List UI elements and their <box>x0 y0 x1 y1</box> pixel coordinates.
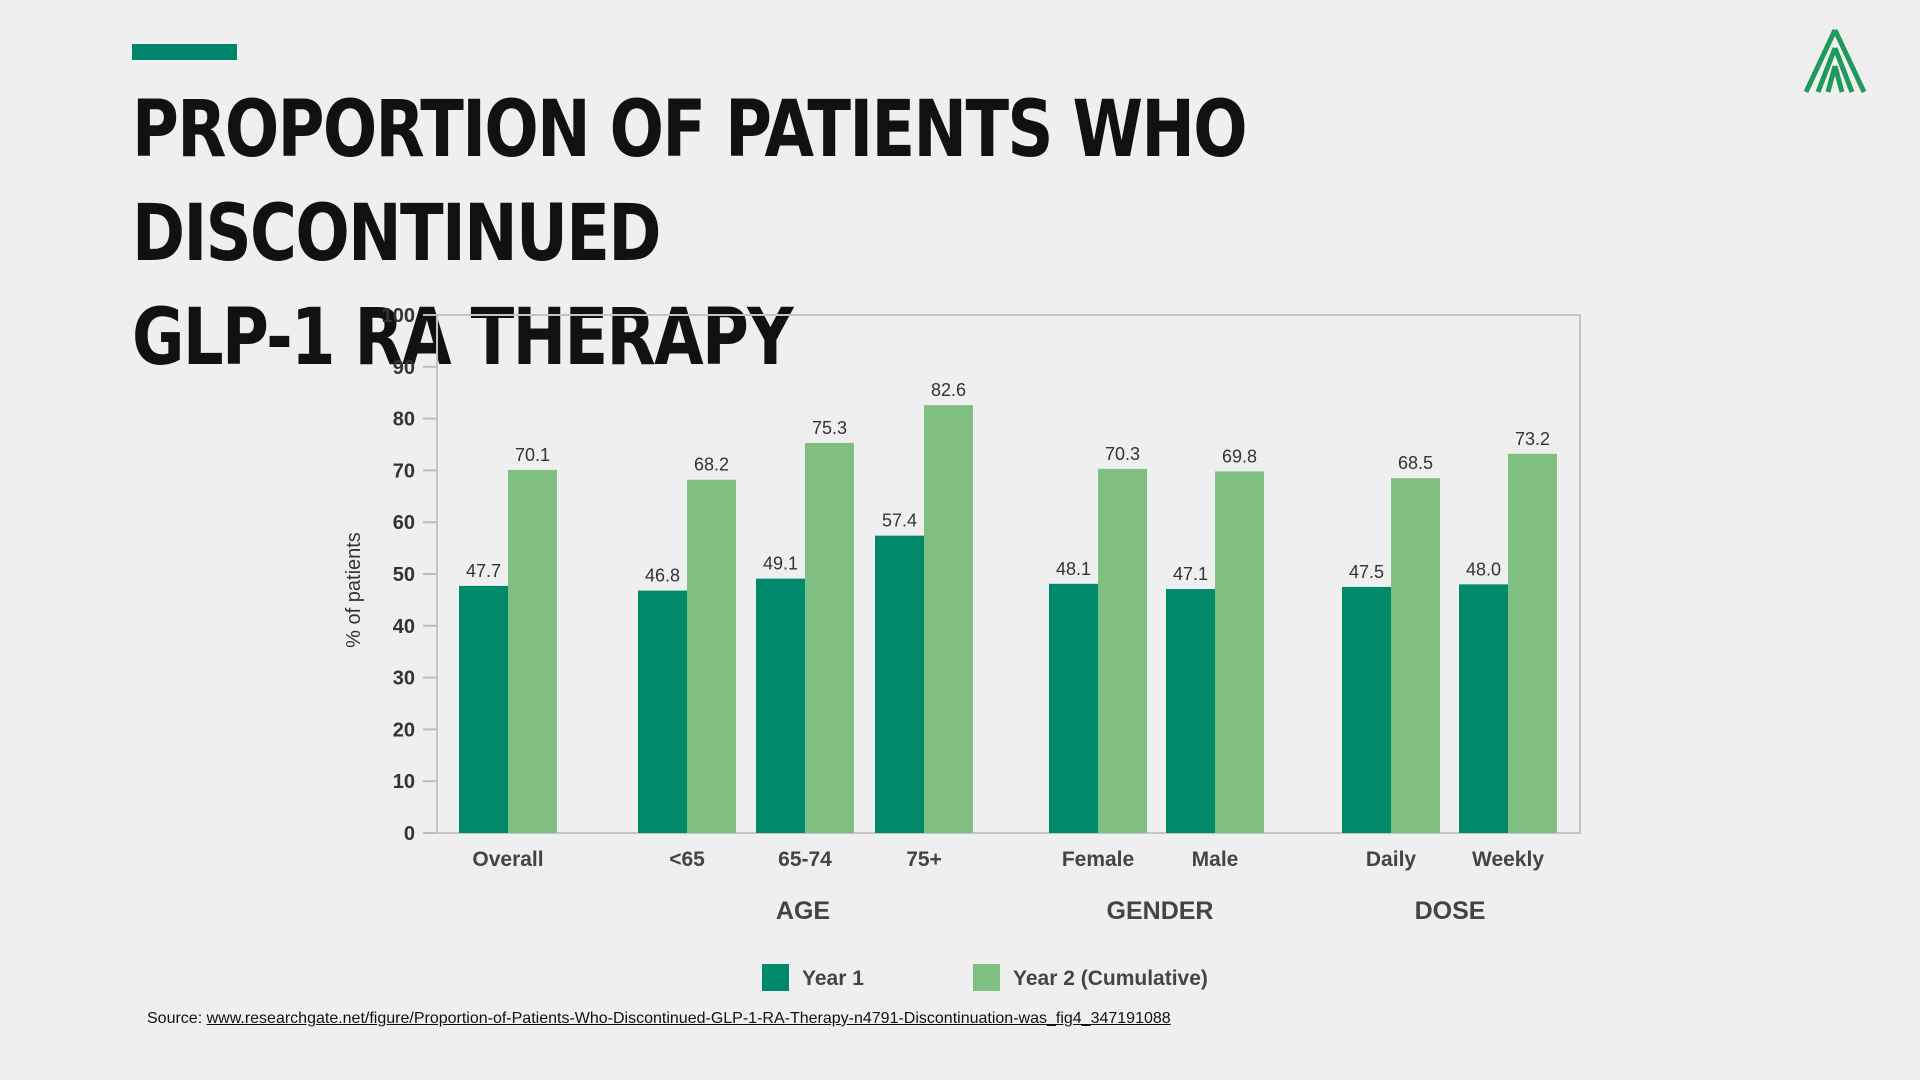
data-label-year2: 69.8 <box>1222 446 1257 466</box>
group-label: DOSE <box>1415 897 1486 925</box>
bar-year1 <box>459 585 508 833</box>
y-tick-label: 50 <box>393 564 415 586</box>
group-label: AGE <box>776 897 830 925</box>
bar-year1 <box>756 578 805 833</box>
x-tick-label: 65-74 <box>778 848 832 871</box>
bar-year1 <box>1049 583 1098 833</box>
x-tick-label: Daily <box>1366 848 1417 871</box>
data-label-year1: 47.5 <box>1349 562 1384 582</box>
y-tick-label: 90 <box>393 357 415 379</box>
y-tick-label: 20 <box>393 719 415 741</box>
bar-year1 <box>875 535 924 833</box>
legend-swatch-year2 <box>973 964 1000 991</box>
source-link[interactable]: www.researchgate.net/figure/Proportion-o… <box>206 1010 1171 1027</box>
x-tick-label: Male <box>1192 848 1239 871</box>
bar-year2 <box>1508 453 1557 833</box>
data-label-year1: 48.1 <box>1056 559 1091 579</box>
y-axis-label: % of patients <box>343 532 365 648</box>
data-label-year2: 82.6 <box>931 380 966 400</box>
bar-year1 <box>1459 584 1508 833</box>
data-label-year1: 47.1 <box>1173 564 1208 584</box>
title-line-2: GLP-1 RA THERAPY <box>132 293 794 383</box>
x-tick-label: <65 <box>669 848 705 871</box>
source-citation: Source: www.researchgate.net/figure/Prop… <box>147 1010 1171 1028</box>
legend-swatch-year1 <box>762 964 789 991</box>
bar-year1 <box>1166 589 1215 833</box>
bar-year1 <box>638 590 687 833</box>
title-accent-bar <box>132 44 237 60</box>
page-title: PROPORTION OF PATIENTS WHO DISCONTINUED … <box>132 78 1362 390</box>
y-tick-label: 0 <box>404 823 415 845</box>
data-label-year2: 70.3 <box>1105 444 1140 464</box>
bar-year1 <box>1342 586 1391 833</box>
data-label-year2: 73.2 <box>1515 429 1550 449</box>
x-tick-label: Overall <box>472 848 543 871</box>
company-logo-icon <box>1803 28 1867 94</box>
source-prefix: Source: <box>147 1010 207 1027</box>
group-label: GENDER <box>1107 897 1214 925</box>
legend-label-year2: Year 2 (Cumulative) <box>1013 967 1208 990</box>
bar-year2 <box>508 469 557 833</box>
bar-year2 <box>1391 478 1440 833</box>
y-tick-label: 40 <box>393 616 415 638</box>
data-label-year1: 57.4 <box>882 511 917 531</box>
bar-year2 <box>1215 471 1264 833</box>
bar-year2 <box>687 479 736 833</box>
legend-label-year1: Year 1 <box>802 967 864 990</box>
data-label-year1: 47.7 <box>466 561 501 581</box>
x-tick-label: 75+ <box>906 848 942 871</box>
data-label-year1: 48.0 <box>1466 559 1501 579</box>
data-label-year2: 68.2 <box>694 455 729 475</box>
y-tick-label: 30 <box>393 668 415 690</box>
bar-year2 <box>1098 468 1147 833</box>
data-label-year2: 68.5 <box>1398 453 1433 473</box>
bar-year2 <box>924 405 973 833</box>
x-tick-label: Weekly <box>1472 848 1544 871</box>
data-label-year2: 75.3 <box>812 418 847 438</box>
title-line-1: PROPORTION OF PATIENTS WHO DISCONTINUED <box>132 85 1248 279</box>
data-label-year2: 70.1 <box>515 445 550 465</box>
data-label-year1: 49.1 <box>763 554 798 574</box>
y-tick-label: 80 <box>393 409 415 431</box>
y-tick-label: 100 <box>382 305 415 327</box>
bar-year2 <box>805 442 854 833</box>
data-label-year1: 46.8 <box>645 566 680 586</box>
y-tick-label: 60 <box>393 512 415 534</box>
y-tick-label: 10 <box>393 771 415 793</box>
y-tick-label: 70 <box>393 460 415 482</box>
x-tick-label: Female <box>1062 848 1134 871</box>
